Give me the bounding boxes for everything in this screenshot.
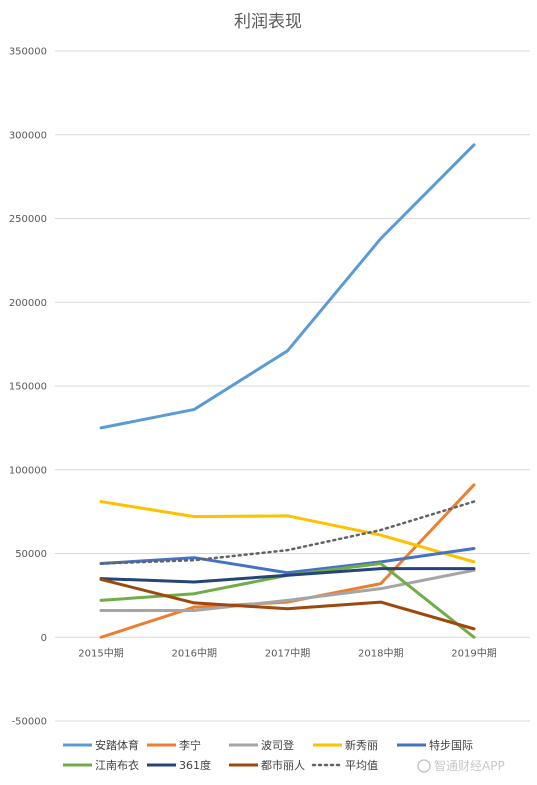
legend-label: 李宁 [179, 738, 201, 752]
y-tick-label: 50000 [15, 549, 47, 560]
y-tick-label: -50000 [12, 717, 47, 728]
watermark: 智通财经APP [417, 758, 505, 773]
series-line-4 [99, 546, 476, 575]
legend-item: 江南布衣 [63, 758, 139, 772]
legend-label: 都市丽人 [261, 758, 305, 772]
legend-item: 安踏体育 [63, 738, 139, 752]
x-axis-tick-labels: 2015中期 2016中期 2017中期 2018中期 2019中期 [78, 646, 496, 659]
chart-title: 利润表现 [234, 12, 302, 32]
x-tick-label: 2018中期 [358, 646, 403, 659]
legend-label: 361度 [179, 758, 211, 772]
legend-item: 平均值 [311, 759, 378, 772]
legend-item: 都市丽人 [229, 758, 305, 772]
legend-item: 波司登 [229, 738, 294, 752]
y-axis-tick-labels: -50000 0 50000 100000 150000 200000 250000 3000… [9, 47, 47, 728]
series-line-6 [99, 567, 476, 584]
watermark-logo-icon [417, 759, 431, 773]
series-line-0 [99, 143, 476, 430]
series-lines [99, 143, 476, 639]
legend-label: 安踏体育 [95, 738, 139, 752]
y-tick-label: 350000 [9, 47, 47, 58]
legend-item: 361度 [147, 758, 211, 772]
y-tick-label: 0 [41, 633, 47, 644]
y-tick-label: 250000 [9, 214, 47, 225]
watermark-text: 智通财经APP [434, 758, 505, 773]
legend-label: 特步国际 [429, 738, 473, 752]
y-tick-label: 100000 [9, 465, 47, 476]
series-line-1 [99, 483, 476, 639]
legend-label: 江南布衣 [95, 758, 139, 772]
legend-item: 李宁 [147, 738, 201, 752]
series-line-2 [99, 568, 476, 612]
series-line-8 [99, 500, 476, 565]
legend-label: 平均值 [345, 759, 378, 772]
x-tick-label: 2015中期 [78, 646, 123, 659]
x-tick-label: 2019中期 [451, 646, 496, 659]
legend-item: 特步国际 [397, 738, 473, 752]
legend-label: 新秀丽 [345, 738, 378, 752]
y-tick-label: 200000 [9, 298, 47, 309]
x-tick-label: 2016中期 [172, 646, 217, 659]
series-line-7 [99, 577, 476, 631]
legend-item: 新秀丽 [313, 738, 378, 752]
y-tick-label: 300000 [9, 130, 47, 141]
series-line-3 [99, 500, 476, 564]
x-tick-label: 2017中期 [265, 646, 310, 659]
gridlines [55, 50, 530, 722]
y-tick-label: 150000 [9, 382, 47, 393]
legend-label: 波司登 [261, 738, 294, 752]
